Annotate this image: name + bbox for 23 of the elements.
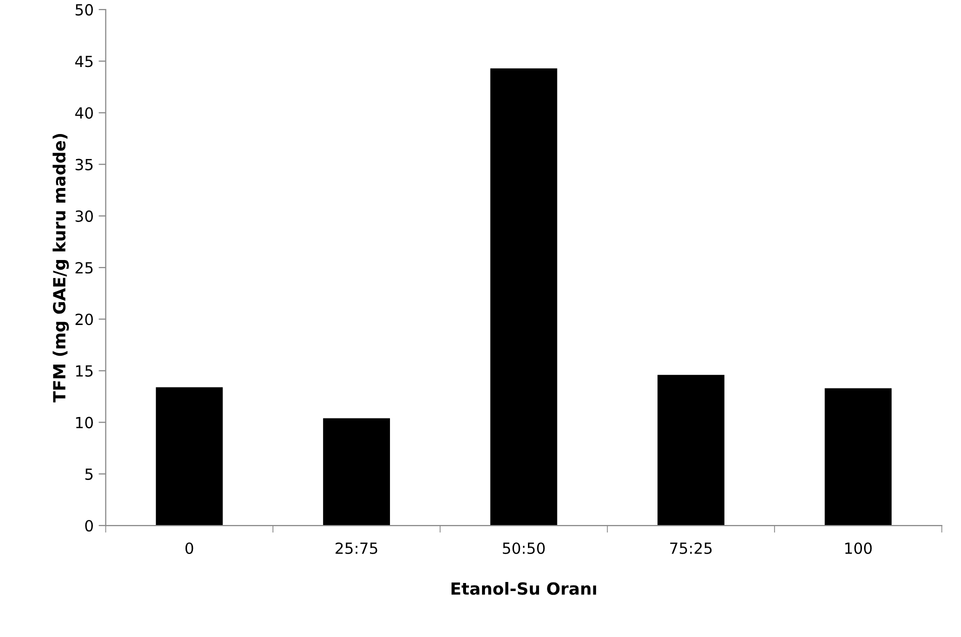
x-tick-label: 0 (185, 542, 194, 554)
y-tick-label: 50 (76, 4, 93, 16)
bar (490, 68, 558, 526)
x-tick-label: 100 (845, 542, 872, 554)
bar (658, 374, 724, 526)
x-tick-label: 25:75 (336, 542, 378, 554)
y-axis-title: TFM (mg GAE/g kuru madde) (52, 134, 69, 402)
y-tick-label: 0 (85, 520, 93, 532)
y-tick-label: 20 (76, 314, 93, 326)
y-tick-label: 35 (76, 158, 93, 170)
bar (323, 418, 390, 526)
bar (156, 387, 223, 526)
y-tick-label: 30 (76, 210, 93, 222)
y-tick-label: 5 (85, 468, 93, 480)
x-tick-label: 50:50 (502, 542, 545, 554)
y-tick-label: 10 (76, 416, 93, 428)
bar (824, 388, 892, 526)
y-tick-label: 45 (75, 56, 93, 68)
y-tick-label: 25 (76, 262, 93, 274)
y-tick-label: 40 (75, 107, 93, 119)
x-axis-title: Etanol-Su Oranı (452, 582, 596, 595)
y-tick-label: 15 (76, 365, 93, 377)
x-tick-label: 75:25 (670, 542, 712, 554)
